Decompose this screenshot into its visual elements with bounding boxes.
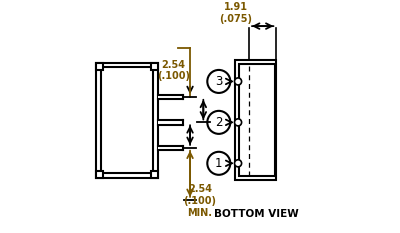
Bar (96, 171, 103, 178)
Text: BOTTOM VIEW: BOTTOM VIEW (214, 209, 299, 219)
Circle shape (234, 160, 242, 167)
Text: 3: 3 (215, 75, 222, 88)
Circle shape (234, 119, 242, 126)
Bar (101, 68, 153, 173)
Bar (151, 171, 158, 178)
Text: 2.54
(.100)
MIN.: 2.54 (.100) MIN. (184, 184, 216, 218)
Bar (96, 63, 103, 70)
Bar (96, 63, 158, 178)
Text: 2: 2 (215, 116, 222, 129)
Bar (158, 95, 184, 99)
Bar (239, 64, 275, 176)
Text: 1.91
(.075): 1.91 (.075) (219, 2, 252, 24)
Text: 2.54
(.100): 2.54 (.100) (157, 60, 190, 81)
Circle shape (234, 78, 242, 85)
Bar (236, 60, 276, 180)
Text: 1: 1 (215, 157, 222, 170)
Bar (151, 63, 158, 70)
Bar (158, 146, 184, 150)
Bar (158, 120, 184, 125)
